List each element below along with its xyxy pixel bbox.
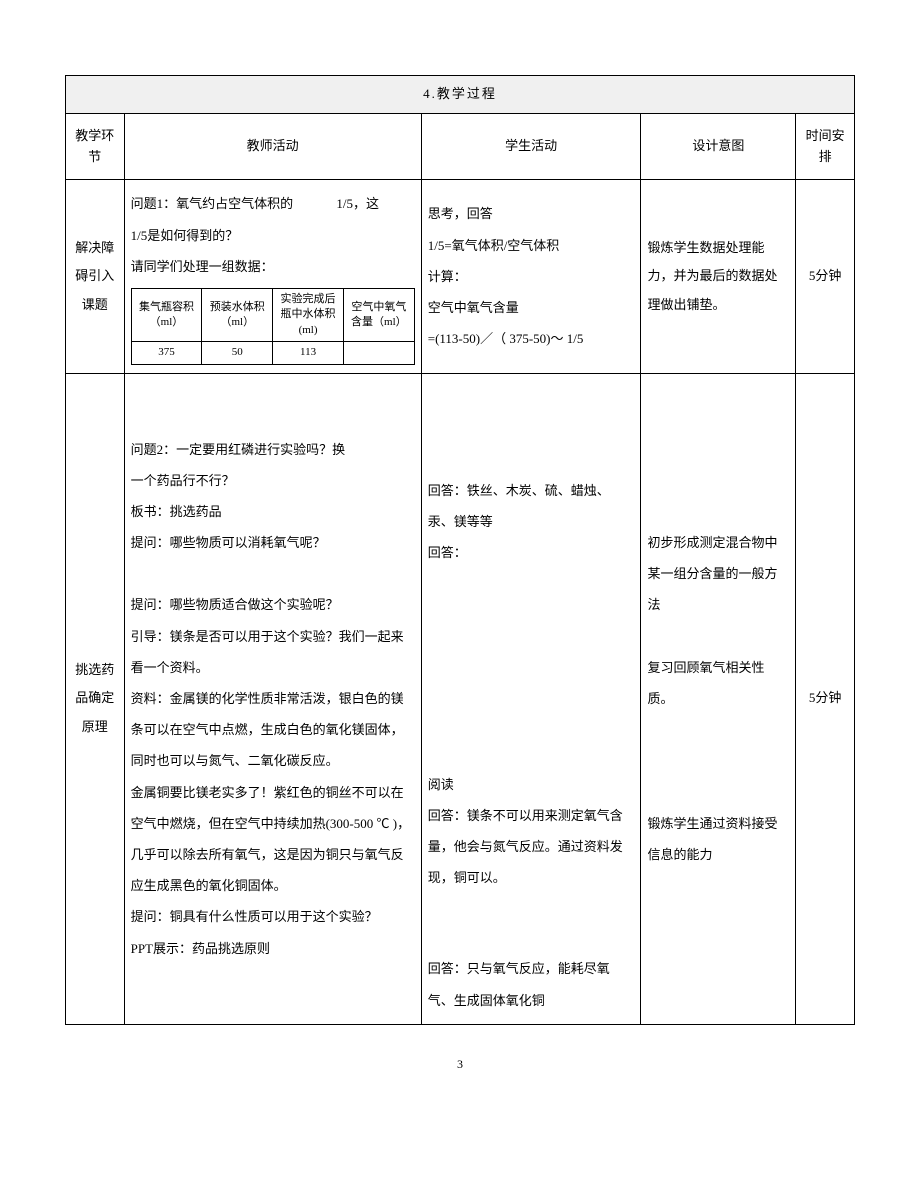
- question1-line1: 问题1：氧气约占空气体积的 1/5，这: [131, 188, 415, 219]
- ask2: 提问：哪些物质适合做这个实验呢？: [131, 589, 415, 620]
- inner-v2: 50: [202, 342, 273, 364]
- inner-value-row: 375 50 113: [131, 342, 414, 364]
- blank-i4: [647, 777, 789, 808]
- blank-top: [428, 382, 635, 413]
- inner-v1: 375: [131, 342, 202, 364]
- student-calc-name: 空气中氧气含量: [428, 292, 635, 323]
- intent-select: 初步形成测定混合物中某一组分含量的一般方法 复习回顾氧气相关性质。 锻炼学生通过…: [641, 373, 796, 1024]
- student-calc-label: 计算：: [428, 261, 635, 292]
- ask3: 提问：铜具有什么性质可以用于这个实验？: [131, 901, 415, 932]
- intent3: 锻炼学生通过资料接受信息的能力: [647, 808, 789, 870]
- ppt: PPT展示：药品挑选原则: [131, 933, 415, 964]
- blank-i2: [647, 714, 789, 745]
- column-header-row: 教学环节 教师活动 学生活动 设计意图 时间安排: [66, 113, 855, 180]
- page-number: 3: [65, 1055, 855, 1074]
- ask1: 提问：哪些物质可以消耗氧气呢？: [131, 527, 415, 558]
- student-calc-expr: =(113-50)／（ 375-50)～ 1/5: [428, 323, 635, 354]
- header-intent: 设计意图: [641, 113, 796, 180]
- intent2: 复习回顾氧气相关性质。: [647, 652, 789, 714]
- spacer-block: [428, 569, 635, 769]
- time-intro: 5分钟: [796, 180, 855, 373]
- inner-h2: 预装水体积（ml）: [202, 288, 273, 341]
- data-table: 集气瓶容积（ml） 预装水体积（ml） 实验完成后瓶中水体积(ml) 空气中氧气…: [131, 288, 415, 365]
- section-header-row: 4.教学过程: [66, 76, 855, 114]
- answer3: 回答：镁条不可以用来测定氧气含量，他会与氮气反应。通过资料发现，铜可以。: [428, 800, 635, 894]
- blank-top2: [428, 413, 635, 444]
- answer4: 回答：只与氧气反应，能耗尽氧气、生成固体氧化铜: [428, 953, 635, 1015]
- time-select: 5分钟: [796, 373, 855, 1024]
- guide: 引导：镁条是否可以用于这个实验？我们一起来看一个资料。: [131, 621, 415, 683]
- table-row-intro: 解决障碍引入课题 问题1：氧气约占空气体积的 1/5，这 1/5是如何得到的？ …: [66, 180, 855, 373]
- header-student: 学生活动: [421, 113, 641, 180]
- intent1: 初步形成测定混合物中某一组分含量的一般方法: [647, 527, 789, 621]
- teacher-intro: 问题1：氧气约占空气体积的 1/5，这 1/5是如何得到的？ 请同学们处理一组数…: [124, 180, 421, 373]
- material1: 资料：金属镁的化学性质非常活泼，银白色的镁条可以在空气中点燃，生成白色的氧化镁固…: [131, 683, 415, 777]
- intent-intro: 锻炼学生数据处理能力，并为最后的数据处理做出铺垫。: [641, 180, 796, 373]
- header-teacher: 教师活动: [124, 113, 421, 180]
- student-frac: 1/5=氧气体积/空气体积: [428, 230, 635, 261]
- q1-frac: 1/5，这: [336, 188, 379, 219]
- lesson-plan-table: 4.教学过程 教学环节 教师活动 学生活动 设计意图 时间安排 解决障碍引入课题…: [65, 75, 855, 1025]
- stage-select: 挑选药品确定原理: [66, 373, 125, 1024]
- inner-v4: [343, 342, 414, 364]
- spacer-mid: [428, 893, 635, 953]
- student-select: 回答：铁丝、木炭、硫、蜡烛、汞、镁等等 回答： 阅读 回答：镁条不可以用来测定氧…: [421, 373, 641, 1024]
- table-row-select: 挑选药品确定原理 问题2：一定要用红磷进行实验吗？换 一个药品行不行？ 板书：挑…: [66, 373, 855, 1024]
- header-stage: 教学环节: [66, 113, 125, 180]
- blank-i3: [647, 745, 789, 776]
- student-intro: 思考，回答 1/5=氧气体积/空气体积 计算： 空气中氧气含量 =(113-50…: [421, 180, 641, 373]
- inner-header-row: 集气瓶容积（ml） 预装水体积（ml） 实验完成后瓶中水体积(ml) 空气中氧气…: [131, 288, 414, 341]
- teacher-prompt-data: 请同学们处理一组数据：: [131, 251, 415, 282]
- q1-prefix: 问题1：氧气约占空气体积的: [131, 196, 294, 211]
- header-time: 时间安排: [796, 113, 855, 180]
- question1-line2: 1/5是如何得到的？: [131, 220, 415, 251]
- inner-h3: 实验完成后瓶中水体积(ml): [273, 288, 344, 341]
- material2: 金属铜要比镁老实多了！紫红色的铜丝不可以在空气中燃烧，但在空气中持续加热(300…: [131, 777, 415, 902]
- inner-h1: 集气瓶容积（ml）: [131, 288, 202, 341]
- stage-intro: 解决障碍引入课题: [66, 180, 125, 373]
- blank-top3: [428, 444, 635, 475]
- blank-i: [647, 621, 789, 652]
- answer1: 回答：铁丝、木炭、硫、蜡烛、汞、镁等等: [428, 475, 635, 537]
- read: 阅读: [428, 769, 635, 800]
- answer2: 回答：: [428, 537, 635, 568]
- inner-h4: 空气中氧气含量（ml）: [343, 288, 414, 341]
- student-think: 思考，回答: [428, 198, 635, 229]
- teacher-select: 问题2：一定要用红磷进行实验吗？换 一个药品行不行？ 板书：挑选药品 提问：哪些…: [124, 373, 421, 1024]
- inner-v3: 113: [273, 342, 344, 364]
- section-title: 4.教学过程: [66, 76, 855, 114]
- boardwork: 板书：挑选药品: [131, 496, 415, 527]
- q2-line2: 一个药品行不行？: [131, 465, 415, 496]
- blank-line: [131, 558, 415, 589]
- q2-line1: 问题2：一定要用红磷进行实验吗？换: [131, 434, 415, 465]
